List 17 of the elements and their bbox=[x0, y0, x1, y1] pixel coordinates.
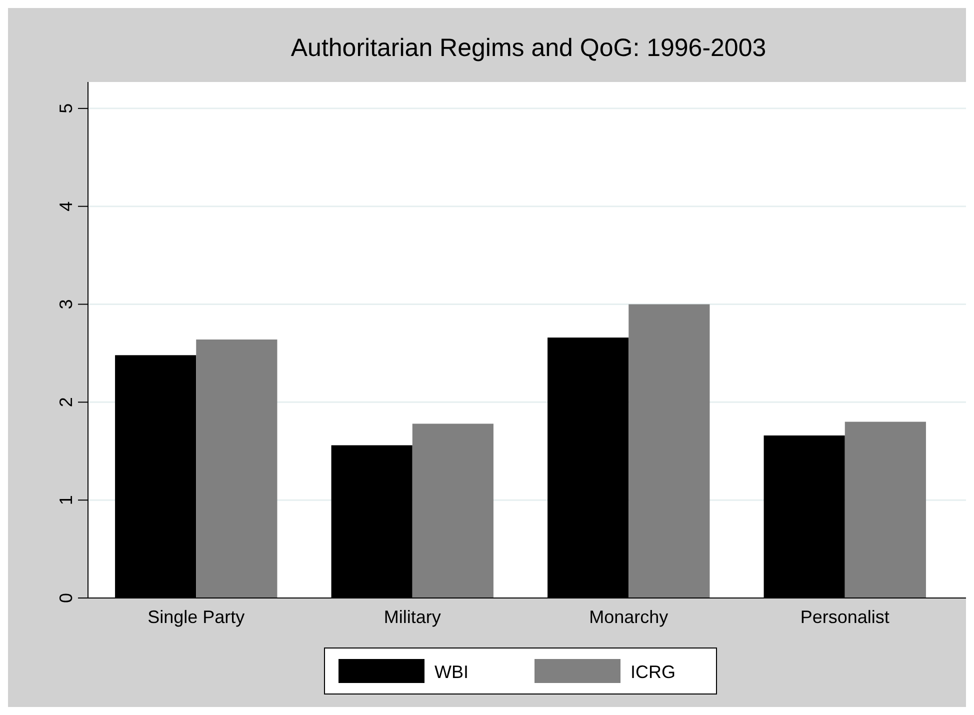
x-tick-label: Military bbox=[384, 607, 441, 627]
bar bbox=[196, 340, 278, 598]
bar bbox=[412, 424, 494, 598]
y-tick-label: 0 bbox=[56, 592, 76, 604]
x-tick-label: Single Party bbox=[148, 607, 245, 627]
y-tick-label: 5 bbox=[56, 103, 76, 114]
x-tick-label: Monarchy bbox=[589, 607, 668, 627]
bar bbox=[628, 304, 710, 598]
y-tick-label: 1 bbox=[56, 495, 76, 506]
y-tick-label: 4 bbox=[56, 201, 76, 212]
y-tick-label: 2 bbox=[56, 397, 76, 408]
legend-label: ICRG bbox=[630, 662, 676, 682]
bar bbox=[844, 422, 926, 598]
chart-title: Authoritarian Regims and QoG: 1996-2003 bbox=[290, 34, 766, 62]
x-tick-label: Personalist bbox=[800, 607, 890, 627]
y-tick-label: 3 bbox=[56, 299, 76, 310]
legend-label: WBI bbox=[434, 662, 468, 682]
